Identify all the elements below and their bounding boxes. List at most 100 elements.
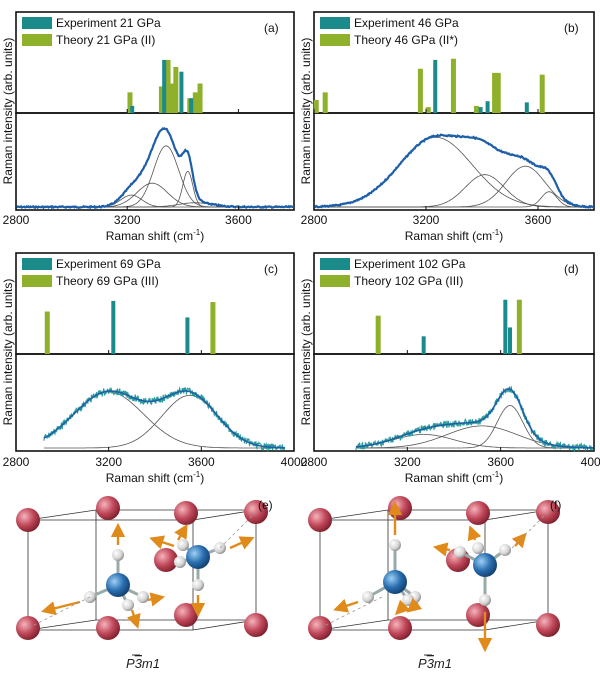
x-tick-label: 3200 bbox=[394, 455, 421, 469]
panel-b-spectrum: Experiment 46 GPa Theory 46 GPa (II*) (b) 2… bbox=[299, 11, 595, 243]
theory-peak-bar bbox=[170, 83, 176, 113]
vibration-arrow bbox=[467, 525, 482, 542]
space-group-label: P3m1 bbox=[126, 656, 160, 671]
experiment-peak-bar bbox=[524, 102, 529, 113]
fit-component-curve bbox=[16, 182, 294, 208]
spectrum-panel-frame bbox=[15, 112, 295, 211]
y-axis-label: Raman intensity (arb. units) bbox=[299, 38, 313, 185]
hydrogen-atom bbox=[389, 539, 401, 551]
x-tick-label: 3200 bbox=[114, 213, 141, 227]
legend-label-theory: Theory 46 GPa (II*) bbox=[354, 33, 458, 47]
metal-atom bbox=[466, 501, 490, 525]
total-fit-curve bbox=[314, 134, 594, 208]
experiment-peak-bar bbox=[508, 327, 512, 354]
hydrogen-atom bbox=[137, 591, 149, 603]
legend-label-theory: Theory 69 GPa (III) bbox=[56, 274, 159, 288]
theory-peak-bar bbox=[192, 92, 198, 113]
metal-atom bbox=[308, 616, 332, 640]
space-group-label: P3m1 bbox=[418, 656, 452, 671]
fit-component-curve bbox=[314, 136, 594, 208]
legend-swatch-experiment bbox=[320, 258, 350, 270]
theory-peak-bar bbox=[495, 72, 501, 113]
fit-component-curve bbox=[16, 171, 294, 208]
metal-atom bbox=[244, 613, 268, 637]
y-axis-label: Raman intensity (arb. units) bbox=[1, 279, 15, 426]
panel-label: (c) bbox=[264, 262, 278, 276]
hydrogen-atom bbox=[177, 539, 189, 551]
hydrogen-atom bbox=[454, 546, 466, 558]
metal-atom bbox=[466, 603, 490, 627]
experiment-peak-bar bbox=[433, 59, 438, 113]
hydrogen-atom bbox=[499, 544, 511, 556]
metal-atom bbox=[388, 616, 412, 640]
total-fit-curve bbox=[356, 388, 594, 449]
experiment-peak-bar bbox=[478, 107, 483, 113]
hydrogen-atom bbox=[402, 594, 414, 606]
legend-swatch-theory bbox=[320, 34, 350, 46]
experiment-peak-bar bbox=[503, 299, 508, 354]
vibration-arrow bbox=[147, 592, 166, 607]
panel-a-spectrum: Experiment 21 GPa Theory 21 GPa (II) (a) 28… bbox=[1, 11, 295, 243]
theory-peak-bar bbox=[375, 315, 381, 354]
experiment-peak-bar bbox=[485, 101, 490, 113]
metal-atom bbox=[96, 616, 120, 640]
x-tick-label: 4000 bbox=[581, 455, 600, 469]
x-axis-label: Raman shift (cm-1) bbox=[405, 470, 503, 485]
legend-swatch-theory bbox=[22, 275, 52, 287]
spectrum-panel-frame bbox=[313, 112, 595, 211]
y-axis-label: Raman intensity (arb. units) bbox=[1, 38, 15, 185]
hydrogen-atom bbox=[174, 556, 186, 568]
experiment-peak-bar bbox=[179, 71, 184, 113]
experiment-peak-bar bbox=[162, 59, 167, 113]
panel-label: (f) bbox=[550, 498, 561, 512]
x-tick-label: 3600 bbox=[525, 213, 552, 227]
theory-peak-bar bbox=[158, 86, 164, 113]
vibration-arrow bbox=[41, 600, 81, 616]
total-fit-curve bbox=[16, 127, 294, 208]
theory-peak-bar bbox=[417, 68, 423, 113]
hydrogen-bond bbox=[219, 511, 257, 549]
hydrogen-atom bbox=[122, 599, 134, 611]
x-tick-label: 3200 bbox=[413, 213, 440, 227]
nitrogen-atom bbox=[383, 570, 407, 594]
legend-swatch-experiment bbox=[320, 17, 350, 29]
metal-atom bbox=[536, 613, 560, 637]
panel-label: (b) bbox=[564, 21, 579, 35]
panel-f-structure: (f) P3m1 bbox=[308, 496, 561, 671]
x-tick-label: 2800 bbox=[3, 455, 30, 469]
x-tick-label: 2800 bbox=[301, 213, 328, 227]
theory-peak-bar bbox=[492, 72, 498, 113]
x-tick-label: 2800 bbox=[301, 455, 328, 469]
vibration-arrow bbox=[333, 598, 359, 613]
legend-swatch-theory bbox=[22, 34, 52, 46]
nitrogen-atom bbox=[473, 553, 497, 577]
experiment-peak-bar bbox=[111, 300, 116, 354]
spectrum-panel-frame bbox=[15, 353, 295, 452]
legend-label-theory: Theory 102 GPa (III) bbox=[354, 274, 463, 288]
panel-e-structure: (e) P3m1 bbox=[16, 496, 273, 671]
legend-label-experiment: Experiment 21 GPa bbox=[56, 16, 161, 30]
legend-swatch-experiment bbox=[22, 17, 52, 29]
hydrogen-atom bbox=[479, 594, 491, 606]
metal-atom bbox=[174, 501, 198, 525]
x-tick-label: 3600 bbox=[188, 455, 215, 469]
theory-peak-bar bbox=[127, 92, 133, 113]
vibration-arrow bbox=[149, 535, 175, 550]
metal-atom bbox=[96, 496, 120, 520]
experiment-peak-bar bbox=[130, 105, 135, 113]
legend-label-experiment: Experiment 102 GPa bbox=[354, 257, 466, 271]
y-axis-label: Raman intensity (arb. units) bbox=[299, 279, 313, 426]
vibration-arrow bbox=[394, 599, 411, 616]
theory-peak-bar bbox=[173, 66, 179, 113]
panel-c-spectrum: Experiment 69 GPa Theory 69 GPa (III) (c) 2… bbox=[1, 252, 308, 485]
nitrogen-atom bbox=[186, 545, 210, 569]
legend-swatch-theory bbox=[320, 275, 350, 287]
x-axis-label: Raman shift (cm-1) bbox=[106, 228, 204, 243]
metal-atom bbox=[16, 508, 40, 532]
vibration-arrow bbox=[126, 609, 141, 629]
vibration-arrow bbox=[406, 597, 423, 613]
metal-atom bbox=[388, 496, 412, 520]
spectrum-panel-frame bbox=[313, 353, 595, 452]
theory-peak-bar bbox=[322, 92, 328, 113]
theory-peak-bar bbox=[313, 100, 319, 113]
